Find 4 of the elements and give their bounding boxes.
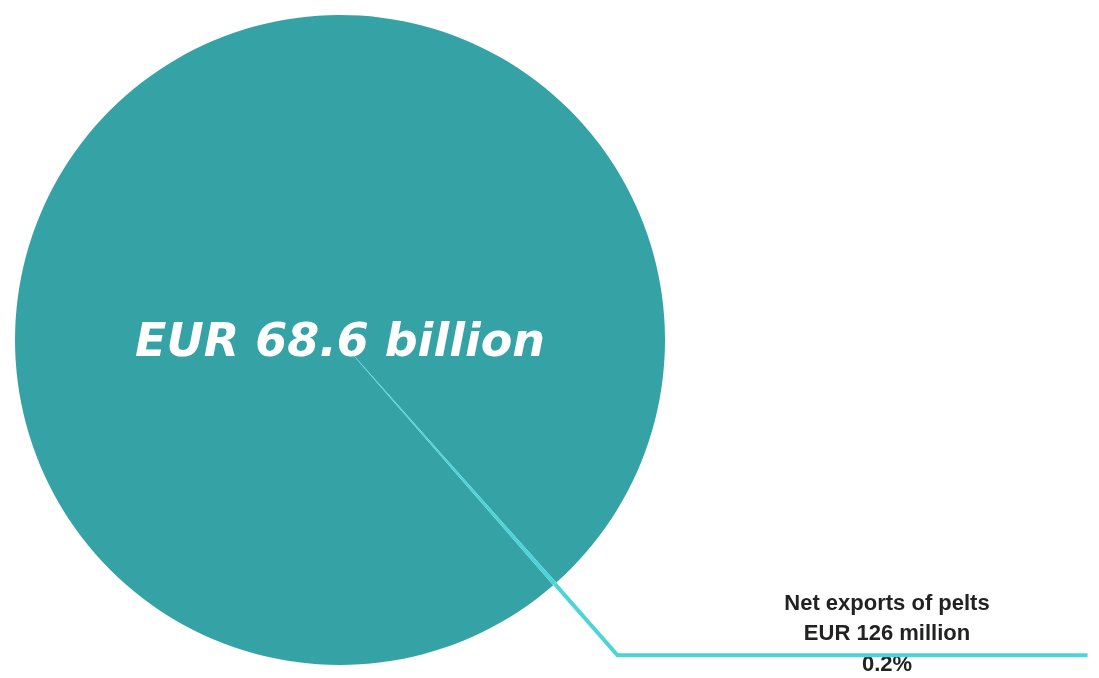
- data-label: EUR 68.6 billion: [134, 313, 546, 367]
- slice-label: Net exports of pelts: [784, 589, 990, 615]
- text: 0.2%: [861, 650, 913, 676]
- data-label: EUR 126 million: [803, 619, 971, 645]
